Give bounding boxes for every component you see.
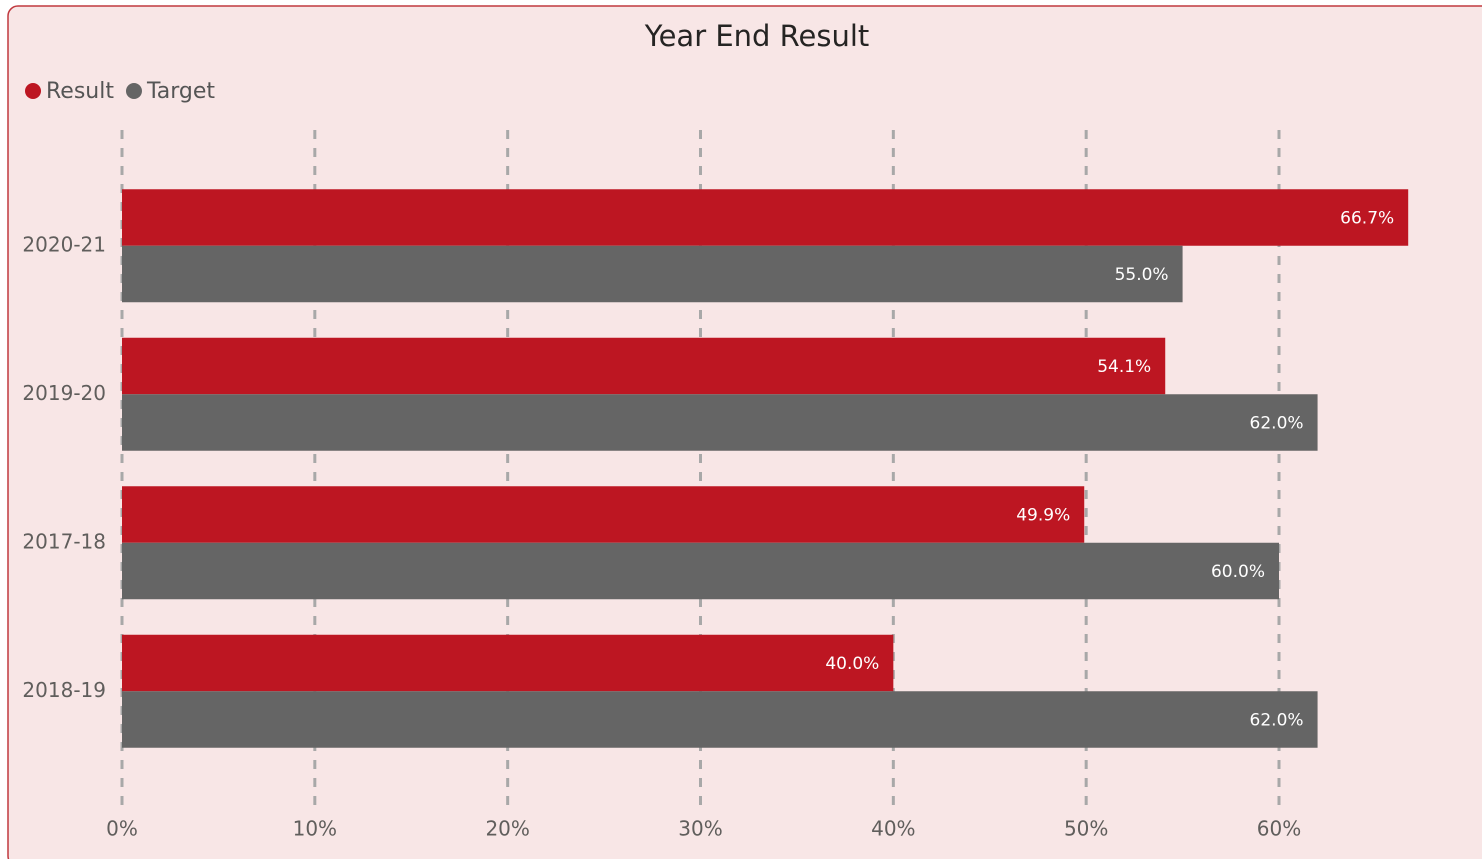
bar <box>122 189 1409 246</box>
value-label: 54.1% <box>1097 357 1151 377</box>
value-label: 62.0% <box>1250 414 1304 434</box>
x-tick-label: 10% <box>293 817 337 841</box>
bar <box>122 691 1318 748</box>
x-tick-label: 30% <box>678 817 722 841</box>
value-label: 66.7% <box>1340 209 1394 229</box>
legend-label: Result <box>46 79 114 104</box>
bar <box>122 542 1279 600</box>
bar <box>122 245 1183 303</box>
value-label: 62.0% <box>1250 711 1304 731</box>
y-tick-label: 2019-20 <box>22 381 106 405</box>
x-tick-label: 20% <box>485 817 529 841</box>
legend-marker <box>125 83 142 99</box>
x-tick-label: 50% <box>1064 817 1108 841</box>
x-tick-label: 40% <box>871 817 915 841</box>
bar <box>122 394 1318 451</box>
value-label: 40.0% <box>825 654 879 674</box>
value-label: 60.0% <box>1211 562 1265 582</box>
chart-title: Year End Result <box>644 19 870 53</box>
value-label: 49.9% <box>1016 506 1070 526</box>
x-tick-label: 0% <box>106 817 138 841</box>
legend-label: Target <box>146 79 215 104</box>
bar <box>122 486 1085 543</box>
x-tick-label: 60% <box>1257 817 1301 841</box>
value-label: 55.0% <box>1115 265 1169 285</box>
bar <box>122 337 1166 395</box>
y-tick-label: 2020-21 <box>22 232 106 256</box>
y-tick-label: 2018-19 <box>22 678 106 702</box>
bar <box>122 634 894 692</box>
y-tick-label: 2017-18 <box>22 529 106 553</box>
legend-marker <box>25 83 41 99</box>
